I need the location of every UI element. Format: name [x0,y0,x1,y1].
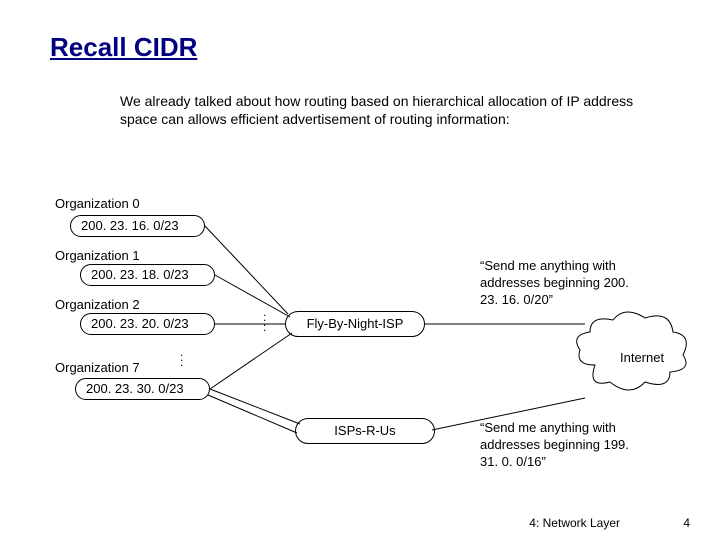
cidr-box-1: 200. 23. 18. 0/23 [80,264,215,286]
org-label-2: Organization 2 [55,297,140,312]
vdots-orgs: ... [180,350,183,365]
internet-cloud-label: Internet [620,350,664,365]
intro-text: We already talked about how routing base… [120,92,660,128]
org-label-0: Organization 0 [55,196,140,211]
org-label-1: Organization 1 [55,248,140,263]
slide-title: Recall CIDR [50,32,197,63]
isp-fly-by-night: Fly-By-Night-ISP [285,311,425,337]
cidr-box-2: 200. 23. 20. 0/23 [80,313,215,335]
footer-page-number: 4 [683,516,690,530]
org-label-7: Organization 7 [55,360,140,375]
isp-r-us: ISPs-R-Us [295,418,435,444]
quote-fly-by-night: “Send me anything with addresses beginni… [480,258,640,309]
cidr-box-0: 200. 23. 16. 0/23 [70,215,205,237]
vdots-lines: .... [263,310,266,330]
cidr-box-7: 200. 23. 30. 0/23 [75,378,210,400]
footer-chapter: 4: Network Layer [529,516,620,530]
quote-isps-r-us: “Send me anything with addresses beginni… [480,420,640,471]
